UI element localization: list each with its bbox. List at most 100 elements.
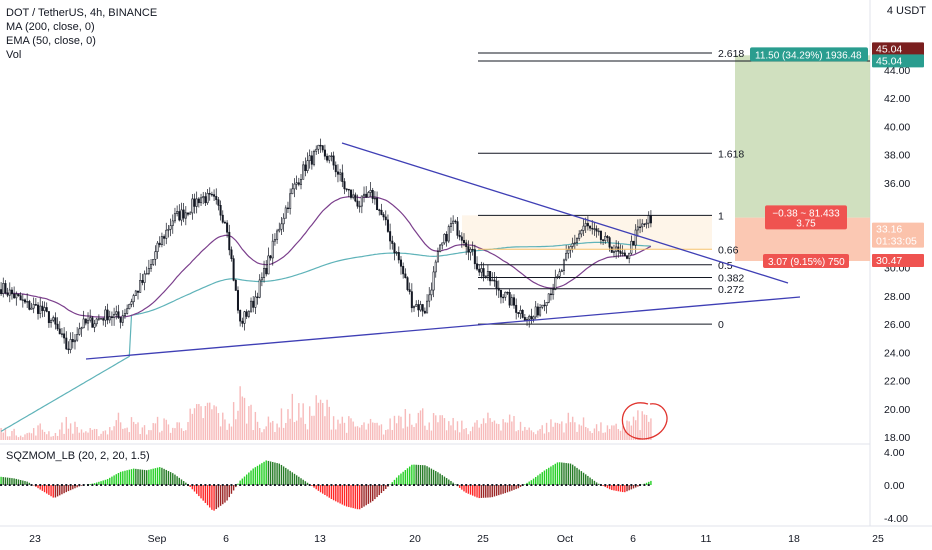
volume-bar bbox=[161, 430, 163, 440]
candle-body bbox=[515, 304, 518, 313]
squeeze-dot bbox=[200, 484, 203, 486]
stop-info-box bbox=[763, 253, 849, 268]
volume-bar bbox=[78, 432, 81, 440]
oscillator-label[interactable]: SQZMOM_LB (20, 2, 20, 1.5) bbox=[6, 450, 150, 462]
squeeze-dot bbox=[134, 484, 137, 486]
squeeze-dot bbox=[230, 484, 233, 486]
squeeze-dot bbox=[221, 484, 224, 486]
symbol-title[interactable]: DOT / TetherUS, 4h, BINANCE bbox=[6, 7, 158, 19]
time-tick: 23 bbox=[29, 533, 41, 545]
volume-bar bbox=[102, 431, 104, 440]
ma-indicator-label[interactable]: MA (200, close, 0) bbox=[6, 21, 95, 33]
squeeze-dot bbox=[239, 484, 242, 486]
candle-body bbox=[252, 300, 255, 308]
volume-bar bbox=[356, 426, 359, 440]
squeeze-bar bbox=[295, 475, 298, 485]
time-tick: 25 bbox=[477, 533, 489, 545]
squeeze-dot bbox=[252, 484, 255, 486]
volume-bar bbox=[187, 422, 189, 440]
candlestick-series[interactable] bbox=[0, 138, 652, 354]
squeeze-bar bbox=[339, 485, 341, 504]
squeeze-bar bbox=[554, 463, 556, 485]
squeeze-dot bbox=[91, 484, 94, 486]
candle-body bbox=[371, 189, 374, 200]
volume-bar bbox=[467, 434, 470, 440]
squeeze-bar bbox=[426, 466, 428, 485]
candle-body bbox=[436, 251, 439, 263]
candle-body bbox=[0, 289, 3, 295]
candle-body bbox=[143, 273, 146, 283]
candle-body bbox=[286, 207, 289, 210]
squeeze-bar bbox=[148, 469, 150, 485]
volume-bar bbox=[209, 402, 211, 440]
fib-band bbox=[462, 215, 712, 250]
volume-bar bbox=[456, 421, 459, 440]
oscillator-tick: -4.00 bbox=[884, 513, 908, 525]
currency-label[interactable]: 4 USDT bbox=[886, 5, 926, 17]
volume-bar bbox=[504, 422, 507, 440]
volume-bar bbox=[152, 423, 154, 440]
candle-body bbox=[393, 243, 396, 254]
candle-body bbox=[593, 228, 596, 230]
time-tick: 6 bbox=[223, 533, 229, 545]
volume-bar bbox=[230, 426, 233, 440]
squeeze-bar bbox=[56, 485, 59, 497]
squeeze-bar bbox=[237, 483, 239, 485]
squeeze-dot bbox=[447, 484, 450, 486]
volume-bar bbox=[52, 436, 54, 440]
volume-bar bbox=[74, 421, 76, 440]
squeeze-bar bbox=[589, 477, 591, 485]
candle-body bbox=[137, 290, 140, 293]
volume-bar bbox=[115, 420, 117, 440]
squeeze-dot bbox=[560, 484, 563, 486]
squeeze-bar bbox=[122, 471, 124, 485]
volume-bar bbox=[22, 437, 24, 440]
squeeze-dot bbox=[556, 484, 559, 486]
squeeze-dot bbox=[130, 484, 133, 486]
squeeze-dot bbox=[499, 484, 502, 486]
squeeze-dot bbox=[334, 484, 337, 486]
fib-level-label: 0.382 bbox=[718, 272, 744, 284]
candle-body bbox=[636, 226, 639, 231]
volume-bar bbox=[111, 430, 113, 440]
candle-body bbox=[250, 300, 253, 312]
squeeze-dot bbox=[443, 484, 446, 486]
candle-body bbox=[626, 255, 629, 259]
squeeze-bar bbox=[37, 485, 39, 489]
oscillator-tick: 4.00 bbox=[884, 447, 905, 459]
squeeze-bar bbox=[115, 474, 117, 485]
squeeze-dot bbox=[291, 484, 294, 486]
candle-body bbox=[639, 226, 642, 228]
trendlines[interactable] bbox=[85, 142, 801, 360]
candle-body bbox=[41, 305, 44, 312]
candle-body bbox=[643, 223, 646, 225]
squeeze-bar bbox=[80, 485, 83, 486]
candle-body bbox=[34, 304, 37, 306]
candle-body bbox=[158, 242, 161, 246]
fib-level-label: 1.618 bbox=[718, 148, 744, 160]
candle-body bbox=[76, 334, 79, 341]
squeeze-bar bbox=[450, 481, 452, 485]
candle-body bbox=[43, 307, 46, 312]
ema-indicator-label[interactable]: EMA (50, close, 0) bbox=[6, 35, 96, 47]
squeeze-bar bbox=[408, 466, 411, 485]
candle-body bbox=[449, 223, 452, 227]
volume-bar bbox=[406, 426, 409, 440]
squeeze-bar bbox=[382, 485, 385, 492]
volume-bar bbox=[374, 422, 376, 440]
candle-body bbox=[23, 299, 26, 303]
volume-bar bbox=[458, 432, 461, 440]
volume-indicator-label[interactable]: Vol bbox=[6, 49, 22, 61]
squeeze-bar bbox=[193, 485, 196, 492]
volume-bar bbox=[259, 428, 261, 440]
candle-body bbox=[628, 252, 631, 259]
squeeze-bar bbox=[109, 477, 111, 485]
squeeze-bar bbox=[161, 467, 163, 485]
position-zones[interactable] bbox=[462, 55, 870, 261]
squeeze-bar bbox=[252, 468, 254, 485]
volume-bar bbox=[478, 427, 480, 440]
volume-bar bbox=[15, 435, 18, 440]
hand-drawn-circle bbox=[621, 402, 668, 440]
